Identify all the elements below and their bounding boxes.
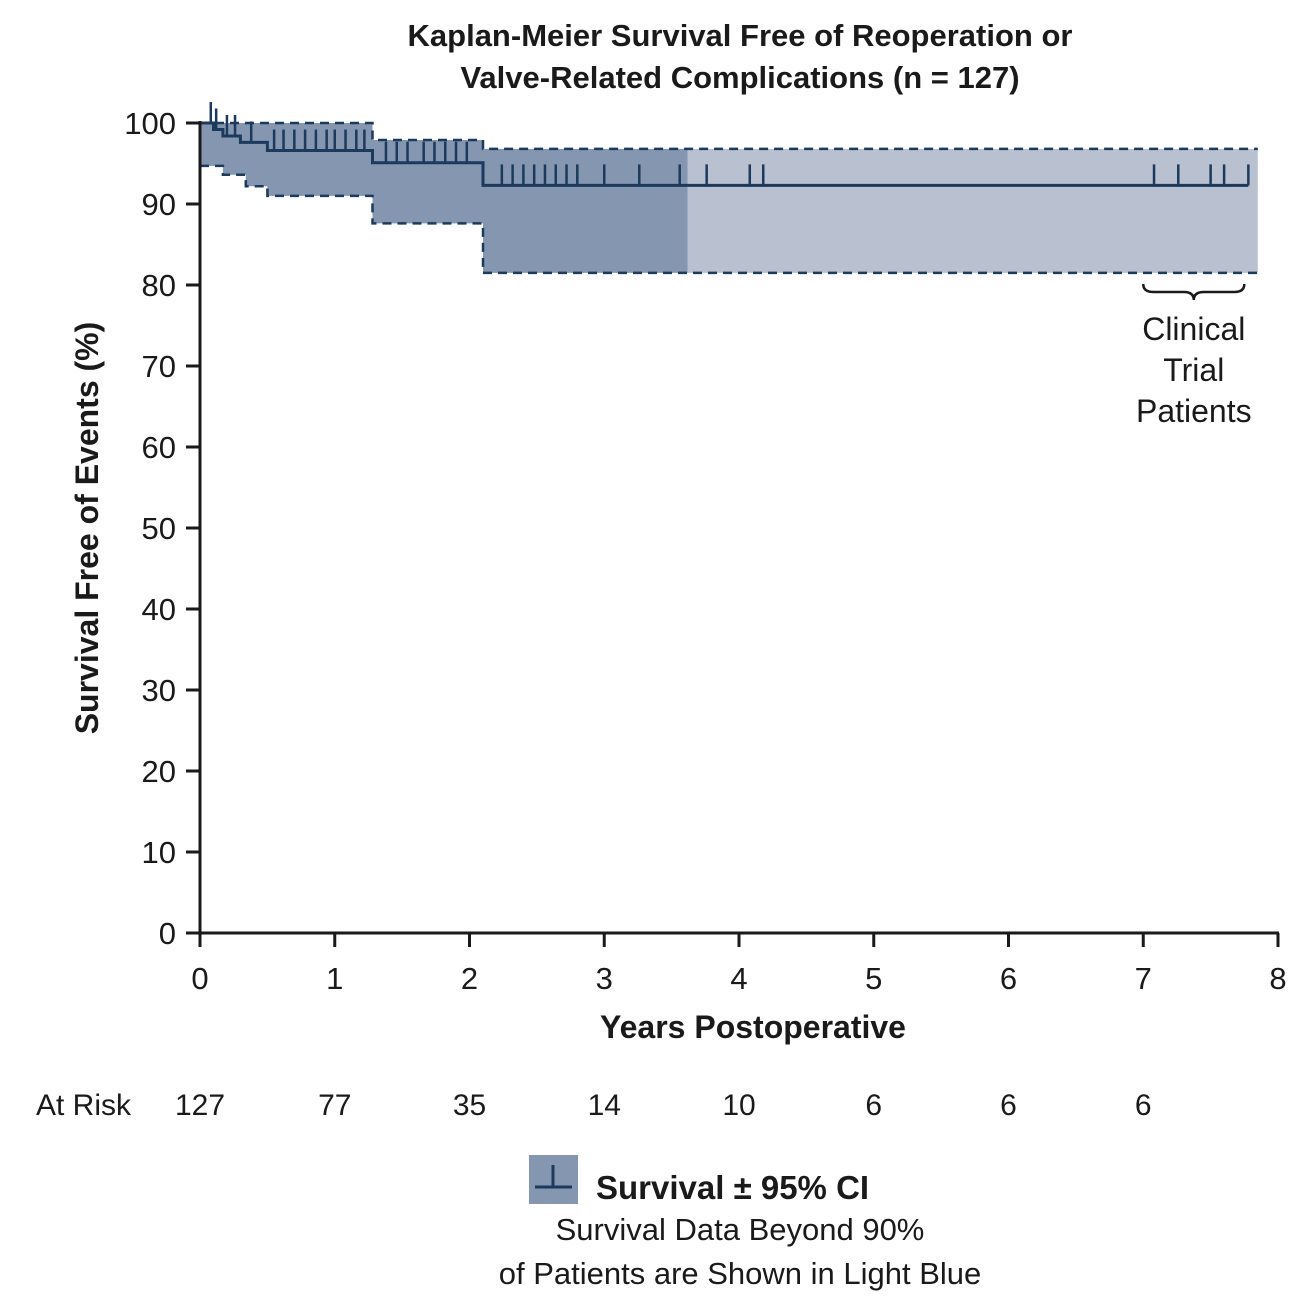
chart-title-line-1: Kaplan-Meier Survival Free of Reoperatio… (407, 18, 1073, 53)
x-tick-label: 7 (1135, 961, 1152, 996)
x-axis-label: Years Postoperative (600, 1009, 906, 1045)
legend-note-line-2: of Patients are Shown in Light Blue (498, 1256, 982, 1291)
annotation-text: Clinical (1142, 311, 1245, 347)
y-tick-label: 40 (142, 592, 176, 627)
at-risk-value: 6 (1134, 1089, 1152, 1122)
annotation-text: Patients (1136, 393, 1252, 429)
y-tick-label: 0 (159, 916, 176, 951)
x-tick-label: 1 (326, 961, 343, 996)
y-tick-label: 80 (142, 268, 176, 303)
x-tick-label: 5 (865, 961, 882, 996)
ci-band-dark (200, 123, 688, 273)
at-risk-value: 127 (174, 1089, 226, 1122)
at-risk-value: 35 (452, 1089, 487, 1122)
y-tick-label: 10 (142, 835, 176, 870)
y-tick-label: 20 (142, 754, 176, 789)
at-risk-label: At Risk (36, 1089, 132, 1122)
at-risk-value: 14 (587, 1089, 621, 1122)
y-tick-label: 60 (142, 430, 176, 465)
annotation-text: Trial (1163, 352, 1224, 388)
y-tick-label: 30 (142, 673, 176, 708)
legend-label: Survival ± 95% CI (596, 1169, 870, 1206)
at-risk-value: 10 (722, 1089, 756, 1122)
censor-legend-icon (535, 1165, 572, 1189)
at-risk-value: 6 (865, 1089, 883, 1122)
survival-line (200, 121, 1249, 187)
legend-note-line-1: Survival Data Beyond 90% (555, 1212, 925, 1247)
ci-upper-line (200, 121, 1258, 151)
y-tick-label: 50 (142, 511, 176, 546)
x-tick-label: 8 (1269, 961, 1286, 996)
y-tick-label: 100 (124, 106, 176, 141)
x-tick-label: 6 (1000, 961, 1017, 996)
x-tick-label: 3 (596, 961, 613, 996)
legend-swatch (529, 1155, 578, 1204)
y-tick-label: 90 (142, 187, 176, 222)
at-risk-value: 6 (1000, 1089, 1017, 1122)
ci-lower-line (200, 164, 1258, 275)
y-axis-label: Survival Free of Events (%) (69, 322, 105, 735)
x-tick-label: 0 (191, 961, 208, 996)
x-tick-label: 2 (461, 961, 478, 996)
y-tick-label: 70 (142, 349, 176, 384)
ci-band-light (687, 148, 1258, 273)
x-tick-label: 4 (730, 961, 747, 996)
chart-title-line-2: Valve-Related Complications (n = 127) (460, 60, 1020, 95)
at-risk-value: 77 (318, 1089, 352, 1122)
annotation-brace (1142, 283, 1246, 301)
